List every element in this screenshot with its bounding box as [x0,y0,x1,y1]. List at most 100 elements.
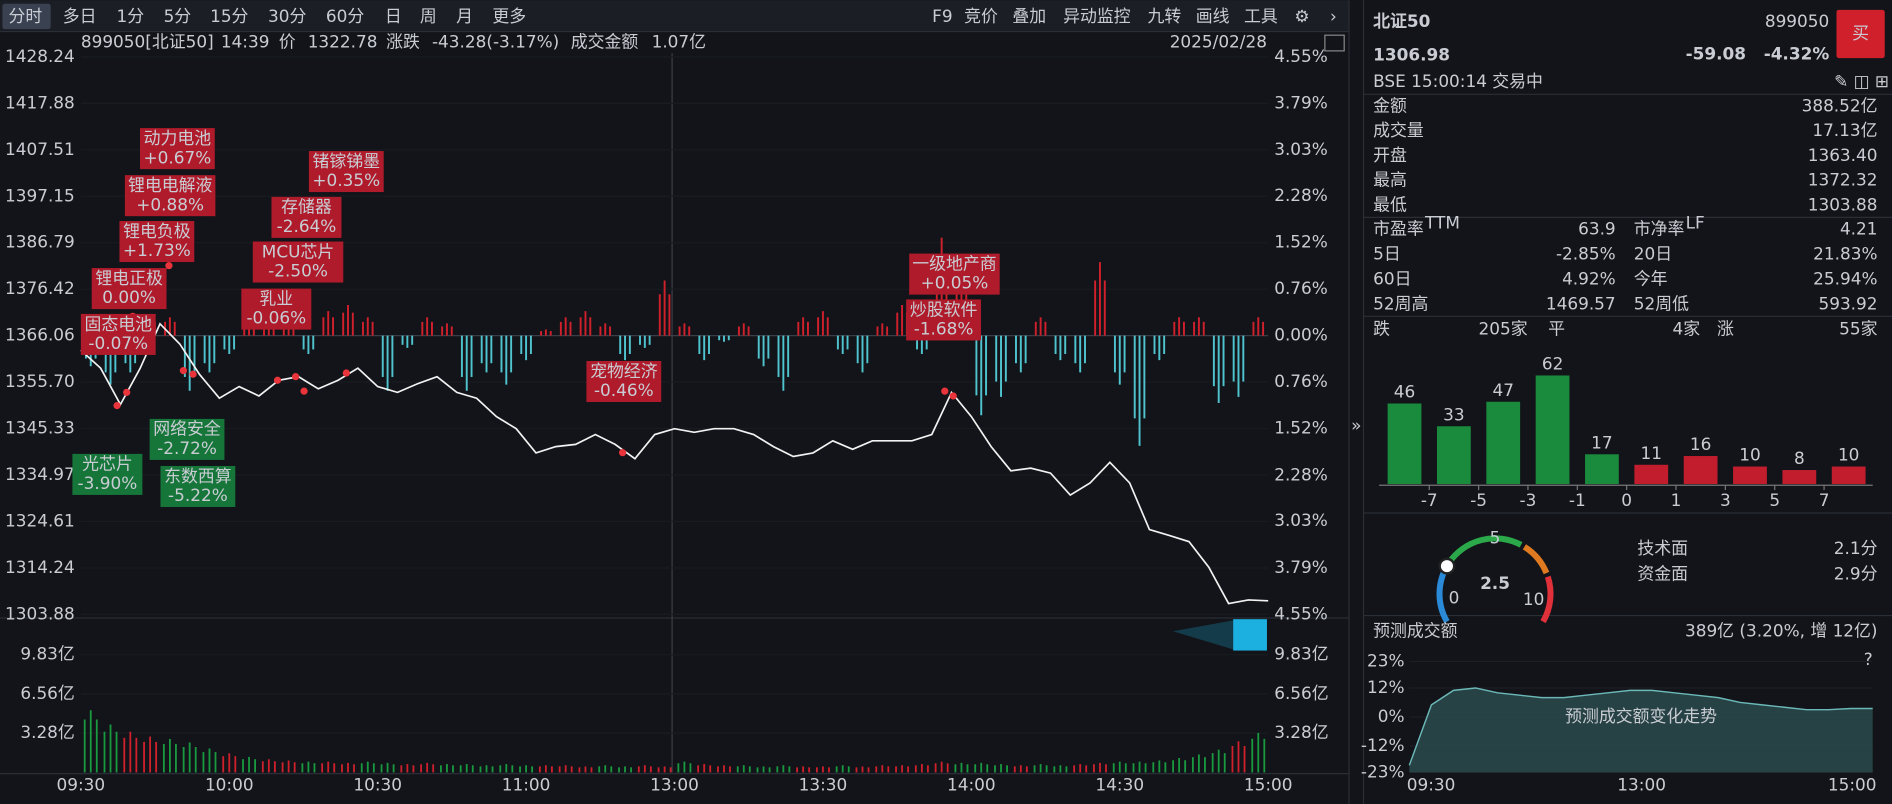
pct-tick-label: 3.79% [1274,557,1328,577]
tab[interactable]: 月 [456,6,473,26]
gauge-high: 10 [1523,589,1544,609]
distribution-label: 7 [1819,490,1830,510]
annotation-change: -2.72% [157,438,217,458]
tab[interactable]: 分时 [8,6,42,26]
annotation-name: 宠物经济 [590,361,658,381]
metric-label: 60日 [1373,268,1411,288]
info-time: 14:39 [221,31,270,51]
x-tick-label: 09:30 [57,775,106,795]
metric-value: 63.9 [1578,218,1616,238]
collapse-icon[interactable]: » [1351,415,1361,435]
pct-tick-label: 3.03% [1274,139,1328,159]
tab[interactable]: 多日 [63,6,97,26]
forecast-tick-label: -12% [1361,735,1405,755]
gauge-arc [1522,544,1550,575]
annotation-change: +0.35% [312,170,380,190]
tool[interactable]: 竞价 [964,6,998,26]
quote-code: 899050 [1765,11,1829,31]
tab[interactable]: 15分 [210,6,248,26]
edit-icon[interactable]: ✎ ◫ ⊞ [1834,71,1889,91]
info-change-label: 涨跌 [386,31,420,51]
buy-button[interactable] [1836,9,1885,59]
stat-label: 最高 [1373,170,1407,190]
distribution-value: 10 [1838,445,1859,465]
annotation-name: 固态电池 [84,314,152,334]
annotation-name: 光芯片 [82,454,133,474]
tab[interactable]: 1分 [117,6,145,26]
forecast-summary: 389亿 (3.20%, 增 12亿) [1685,620,1878,640]
annotation-dot [342,369,350,377]
distribution-bar [1535,375,1570,485]
distribution-value: 16 [1690,434,1711,454]
pct-tick-label: 3.03% [1274,510,1328,530]
buy-label[interactable]: 买 [1852,23,1869,43]
tool[interactable]: 九转 [1148,6,1182,26]
tab[interactable]: 周 [420,6,437,26]
pct-tick-label: 0.76% [1274,371,1328,391]
help-icon[interactable]: ? [1864,649,1873,669]
volume-tick-label: 9.83亿 [1274,644,1328,664]
annotation-dot [300,387,308,395]
fund-label: 资金面 [1637,564,1688,584]
info-change: -43.28(-3.17%) [432,31,559,51]
annotation-box [906,299,981,341]
y-tick-label: 1303.88 [5,603,75,623]
metric-label: 市净率 [1634,218,1685,238]
quote-change: -59.08 [1686,43,1746,63]
settings-icon[interactable]: ⚙ [1294,6,1309,26]
x-tick-label: 15:00 [1244,775,1293,795]
annotation-dot [292,373,300,381]
tab[interactable]: 60分 [326,6,364,26]
info-price-label: 价 [279,31,296,51]
annotation-box [241,288,312,330]
tool[interactable]: F9 [932,6,952,26]
tab[interactable]: 日 [385,6,402,26]
metric-label: 52周高 [1373,293,1428,313]
tab[interactable]: 更多 [492,6,526,26]
annotation-name: 东数西算 [164,466,232,486]
metric-label: 市盈率 [1373,218,1424,238]
more-icon[interactable]: › [1330,6,1337,26]
pct-tick-label: 3.79% [1274,92,1328,112]
forecast-area [1409,687,1873,773]
x-tick-label: 14:30 [1095,775,1144,795]
tab[interactable]: 30分 [268,6,306,26]
distribution-label: 1 [1671,490,1682,510]
tool[interactable]: 异动监控 [1063,6,1131,26]
annotation-box [72,453,143,495]
distribution-label: 0 [1621,490,1632,510]
tab[interactable]: 5分 [164,6,192,26]
annotation-box [160,465,236,507]
tool[interactable]: 工具 [1244,6,1278,26]
y-tick-label: 1314.24 [5,557,75,577]
y-tick-label: 1397.15 [5,185,75,205]
annotation-name: 锂电正极 [95,268,163,288]
stat-value: 17.13亿 [1812,120,1877,140]
quote-name: 北证50 [1373,11,1430,31]
annotation-dot [165,262,173,270]
distribution-value: 47 [1492,380,1513,400]
forecast-tick-label: 0% [1378,706,1405,726]
forecast-tick-label: 23% [1367,650,1405,670]
tool[interactable]: 叠加 [1012,6,1046,26]
metric-label: 20日 [1634,243,1672,263]
pct-tick-label: 0.00% [1274,325,1328,345]
stat-label: 开盘 [1373,145,1407,165]
y-tick-label: 1386.79 [5,232,75,252]
forecast-tick-label: -23% [1361,761,1405,781]
forecast-x-label: 13:00 [1617,775,1666,795]
annotation-box [149,418,225,460]
metric-value: -2.85% [1556,243,1616,263]
wp-icon[interactable] [1324,34,1345,52]
selected-tab [2,3,51,30]
y-tick-label: 1407.51 [5,139,75,159]
annotation-change: -1.68% [914,319,974,339]
forecast-x-label: 09:30 [1407,775,1456,795]
pct-tick-label: 2.28% [1274,185,1328,205]
annotation-name: 锂电负极 [123,221,191,241]
gauge-mid: 5 [1490,527,1501,547]
tool[interactable]: 画线 [1196,6,1230,26]
metric-value: 593.92 [1818,293,1877,313]
